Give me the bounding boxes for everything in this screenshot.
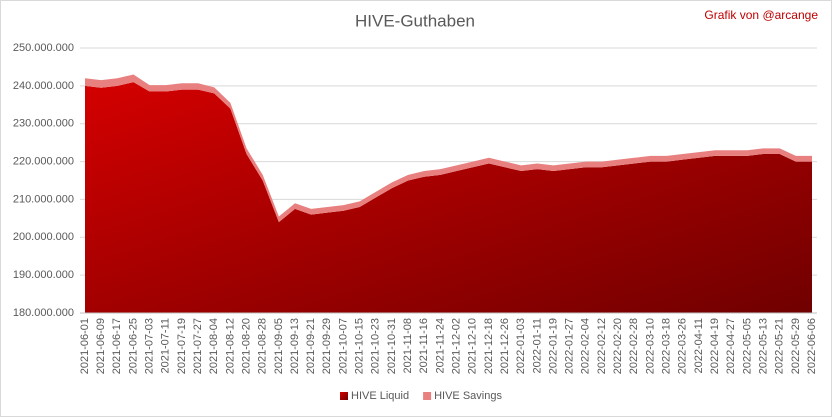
x-tick-label: 2021-10-07 [337, 318, 349, 374]
y-tick-label: 180.000.000 [13, 307, 74, 319]
x-tick-label: 2022-04-19 [709, 318, 721, 374]
x-tick-label: 2021-07-11 [160, 318, 172, 373]
x-tick-label: 2021-06-17 [111, 318, 123, 374]
x-tick-label: 2021-10-15 [354, 318, 366, 374]
x-tick-label: 2022-01-11 [531, 318, 543, 373]
x-tick-label: 2022-05-21 [774, 318, 786, 374]
x-tick-label: 2021-10-31 [386, 318, 398, 374]
x-tick-label: 2022-03-26 [677, 318, 689, 374]
x-tick-label: 2021-11-16 [418, 318, 430, 373]
x-tick-label: 2021-06-01 [79, 318, 91, 374]
x-tick-label: 2021-08-04 [208, 318, 220, 374]
x-tick-label: 2022-05-29 [790, 318, 802, 374]
x-tick-label: 2022-05-05 [741, 318, 753, 374]
y-tick-label: 250.000.000 [13, 42, 74, 54]
x-tick-label: 2021-06-09 [95, 318, 107, 374]
x-tick-label: 2022-01-19 [547, 318, 559, 374]
x-tick-label: 2022-03-18 [661, 318, 673, 374]
x-tick-label: 2021-07-03 [144, 318, 156, 374]
x-tick-label: 2021-07-27 [192, 318, 204, 374]
x-tick-label: 2022-05-13 [757, 318, 769, 374]
y-tick-label: 240.000.000 [13, 80, 74, 92]
y-tick-label: 210.000.000 [13, 193, 74, 205]
x-tick-label: 2021-12-26 [499, 318, 511, 374]
legend-swatch [423, 392, 432, 400]
x-tick-label: 2022-04-27 [725, 318, 737, 374]
x-tick-label: 2022-06-06 [806, 318, 818, 374]
x-tick-label: 2022-03-10 [644, 318, 656, 374]
x-tick-label: 2022-02-28 [628, 318, 640, 374]
x-tick-label: 2021-07-19 [176, 318, 188, 374]
y-tick-label: 230.000.000 [13, 118, 74, 130]
x-tick-label: 2022-02-20 [612, 318, 624, 374]
chart-title: HIVE-Guthaben [355, 11, 475, 30]
legend-swatch [340, 392, 348, 400]
credit: Grafik von @arcange [704, 8, 818, 22]
x-tick-label: 2021-08-20 [240, 318, 252, 374]
x-tick-label: 2021-12-18 [483, 318, 495, 374]
x-tick-label: 2021-11-08 [402, 318, 414, 373]
x-tick-label: 2022-01-27 [564, 318, 576, 374]
x-tick-label: 2021-09-21 [305, 318, 317, 374]
x-tick-label: 2021-06-25 [127, 318, 139, 374]
y-tick-label: 190.000.000 [13, 269, 74, 281]
legend-label: HIVE Liquid [351, 390, 409, 402]
x-tick-label: 2021-09-05 [273, 318, 285, 374]
x-tick-label: 2021-08-12 [224, 318, 236, 374]
x-tick-label: 2022-01-03 [515, 318, 527, 374]
legend-label: HIVE Savings [434, 390, 502, 402]
x-tick-label: 2021-11-24 [434, 318, 446, 373]
x-tick-label: 2021-09-13 [289, 318, 301, 374]
x-tick-label: 2022-04-11 [693, 318, 705, 373]
x-tick-label: 2022-02-04 [580, 318, 592, 374]
y-tick-label: 220.000.000 [13, 155, 74, 167]
x-tick-label: 2021-09-29 [321, 318, 333, 374]
x-tick-label: 2021-10-23 [370, 318, 382, 374]
y-tick-label: 200.000.000 [13, 231, 74, 243]
x-tick-label: 2022-02-12 [596, 318, 608, 374]
area [85, 82, 812, 313]
x-tick-label: 2021-12-02 [450, 318, 462, 374]
x-tick-label: 2021-12-10 [467, 318, 479, 374]
area [85, 74, 812, 223]
x-tick-label: 2021-08-28 [257, 318, 269, 374]
